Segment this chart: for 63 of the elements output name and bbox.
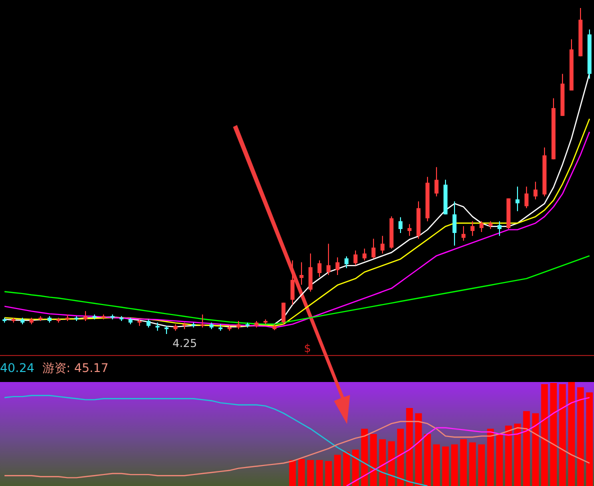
bar xyxy=(397,428,404,486)
bar xyxy=(451,444,458,486)
bar xyxy=(406,408,413,486)
bar xyxy=(469,442,476,486)
bar xyxy=(316,460,323,486)
bar xyxy=(496,434,503,486)
candlestick xyxy=(480,220,484,232)
candlestick xyxy=(462,226,466,242)
bar xyxy=(532,413,539,486)
bar xyxy=(361,428,368,486)
bar xyxy=(325,461,332,486)
candlestick xyxy=(300,262,304,286)
bar xyxy=(433,444,440,486)
bar xyxy=(568,382,575,486)
bar xyxy=(559,384,566,486)
candlestick xyxy=(308,252,312,292)
candlestick xyxy=(344,256,348,269)
text: 4.25 xyxy=(172,337,197,350)
candlestick xyxy=(434,166,438,197)
bar xyxy=(514,424,521,486)
candlestick xyxy=(524,186,528,209)
bar xyxy=(460,439,467,486)
bar xyxy=(577,387,584,486)
bar xyxy=(334,454,341,486)
candlestick xyxy=(398,216,402,234)
bar xyxy=(478,444,485,486)
candlestick xyxy=(380,235,384,254)
bar xyxy=(487,428,494,486)
candlestick xyxy=(372,238,376,259)
bar xyxy=(541,384,548,486)
candlestick xyxy=(336,256,340,276)
candlestick xyxy=(408,224,412,236)
candlestick xyxy=(534,181,538,200)
bar xyxy=(388,441,395,486)
bar xyxy=(550,383,557,486)
bar xyxy=(442,446,449,486)
candlestick xyxy=(354,250,358,266)
bar xyxy=(505,426,512,486)
text: $ xyxy=(304,342,311,355)
bar xyxy=(298,458,305,486)
bar xyxy=(379,439,386,486)
bar xyxy=(523,411,530,486)
bar xyxy=(415,413,422,486)
candlestick xyxy=(362,248,366,261)
candlestick xyxy=(498,220,502,236)
bar xyxy=(586,392,593,486)
bar xyxy=(352,450,359,486)
text: 游资: 45.17 xyxy=(42,361,109,375)
candlestick xyxy=(470,220,474,236)
candlestick xyxy=(326,243,330,276)
bar xyxy=(370,434,377,486)
candlestick xyxy=(84,310,88,322)
text: 40.24 xyxy=(0,361,34,375)
candlestick xyxy=(290,260,294,306)
candlestick xyxy=(452,200,456,246)
bar xyxy=(289,460,296,486)
candlestick xyxy=(282,302,286,325)
candlestick xyxy=(200,314,204,328)
candlestick xyxy=(516,186,520,212)
bar xyxy=(424,434,431,486)
bar xyxy=(307,460,314,486)
bar xyxy=(343,452,350,486)
candlestick xyxy=(318,260,322,278)
